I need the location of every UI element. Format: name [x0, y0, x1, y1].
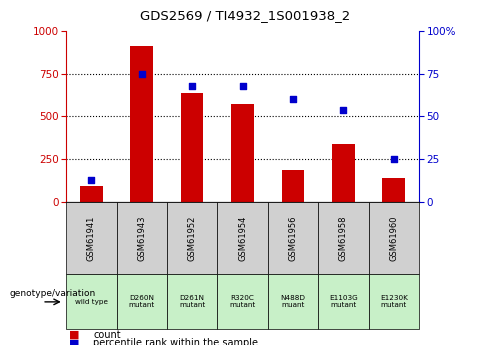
Bar [231, 105, 254, 202]
Text: ■: ■ [69, 338, 79, 345]
Text: GSM61956: GSM61956 [289, 215, 297, 261]
Text: GSM61954: GSM61954 [238, 215, 247, 261]
Text: E1103G
mutant: E1103G mutant [329, 295, 358, 308]
Text: D260N
mutant: D260N mutant [128, 295, 155, 308]
Bar [332, 144, 355, 202]
Bar [130, 47, 153, 202]
Bar [181, 93, 203, 202]
Point [138, 71, 146, 77]
Point [340, 107, 347, 112]
Text: GDS2569 / TI4932_1S001938_2: GDS2569 / TI4932_1S001938_2 [140, 9, 350, 22]
Text: count: count [93, 330, 121, 340]
Text: D261N
mutant: D261N mutant [179, 295, 205, 308]
Point [289, 97, 297, 102]
Point [87, 177, 95, 183]
Bar [282, 170, 304, 202]
Text: GSM61943: GSM61943 [137, 215, 146, 261]
Point [188, 83, 196, 88]
Bar [80, 186, 103, 202]
Bar [382, 178, 405, 202]
Text: GSM61952: GSM61952 [188, 215, 196, 261]
Text: R320C
mutant: R320C mutant [229, 295, 256, 308]
Text: GSM61960: GSM61960 [389, 215, 398, 261]
Text: ■: ■ [69, 330, 79, 340]
Text: GSM61941: GSM61941 [87, 215, 96, 261]
Text: percentile rank within the sample: percentile rank within the sample [93, 338, 258, 345]
Text: N488D
muant: N488D muant [280, 295, 305, 308]
Text: genotype/variation: genotype/variation [10, 289, 96, 298]
Text: E1230K
mutant: E1230K mutant [380, 295, 408, 308]
Point [239, 83, 246, 88]
Text: wild type: wild type [75, 299, 108, 305]
Text: GSM61958: GSM61958 [339, 215, 348, 261]
Point [390, 156, 398, 162]
